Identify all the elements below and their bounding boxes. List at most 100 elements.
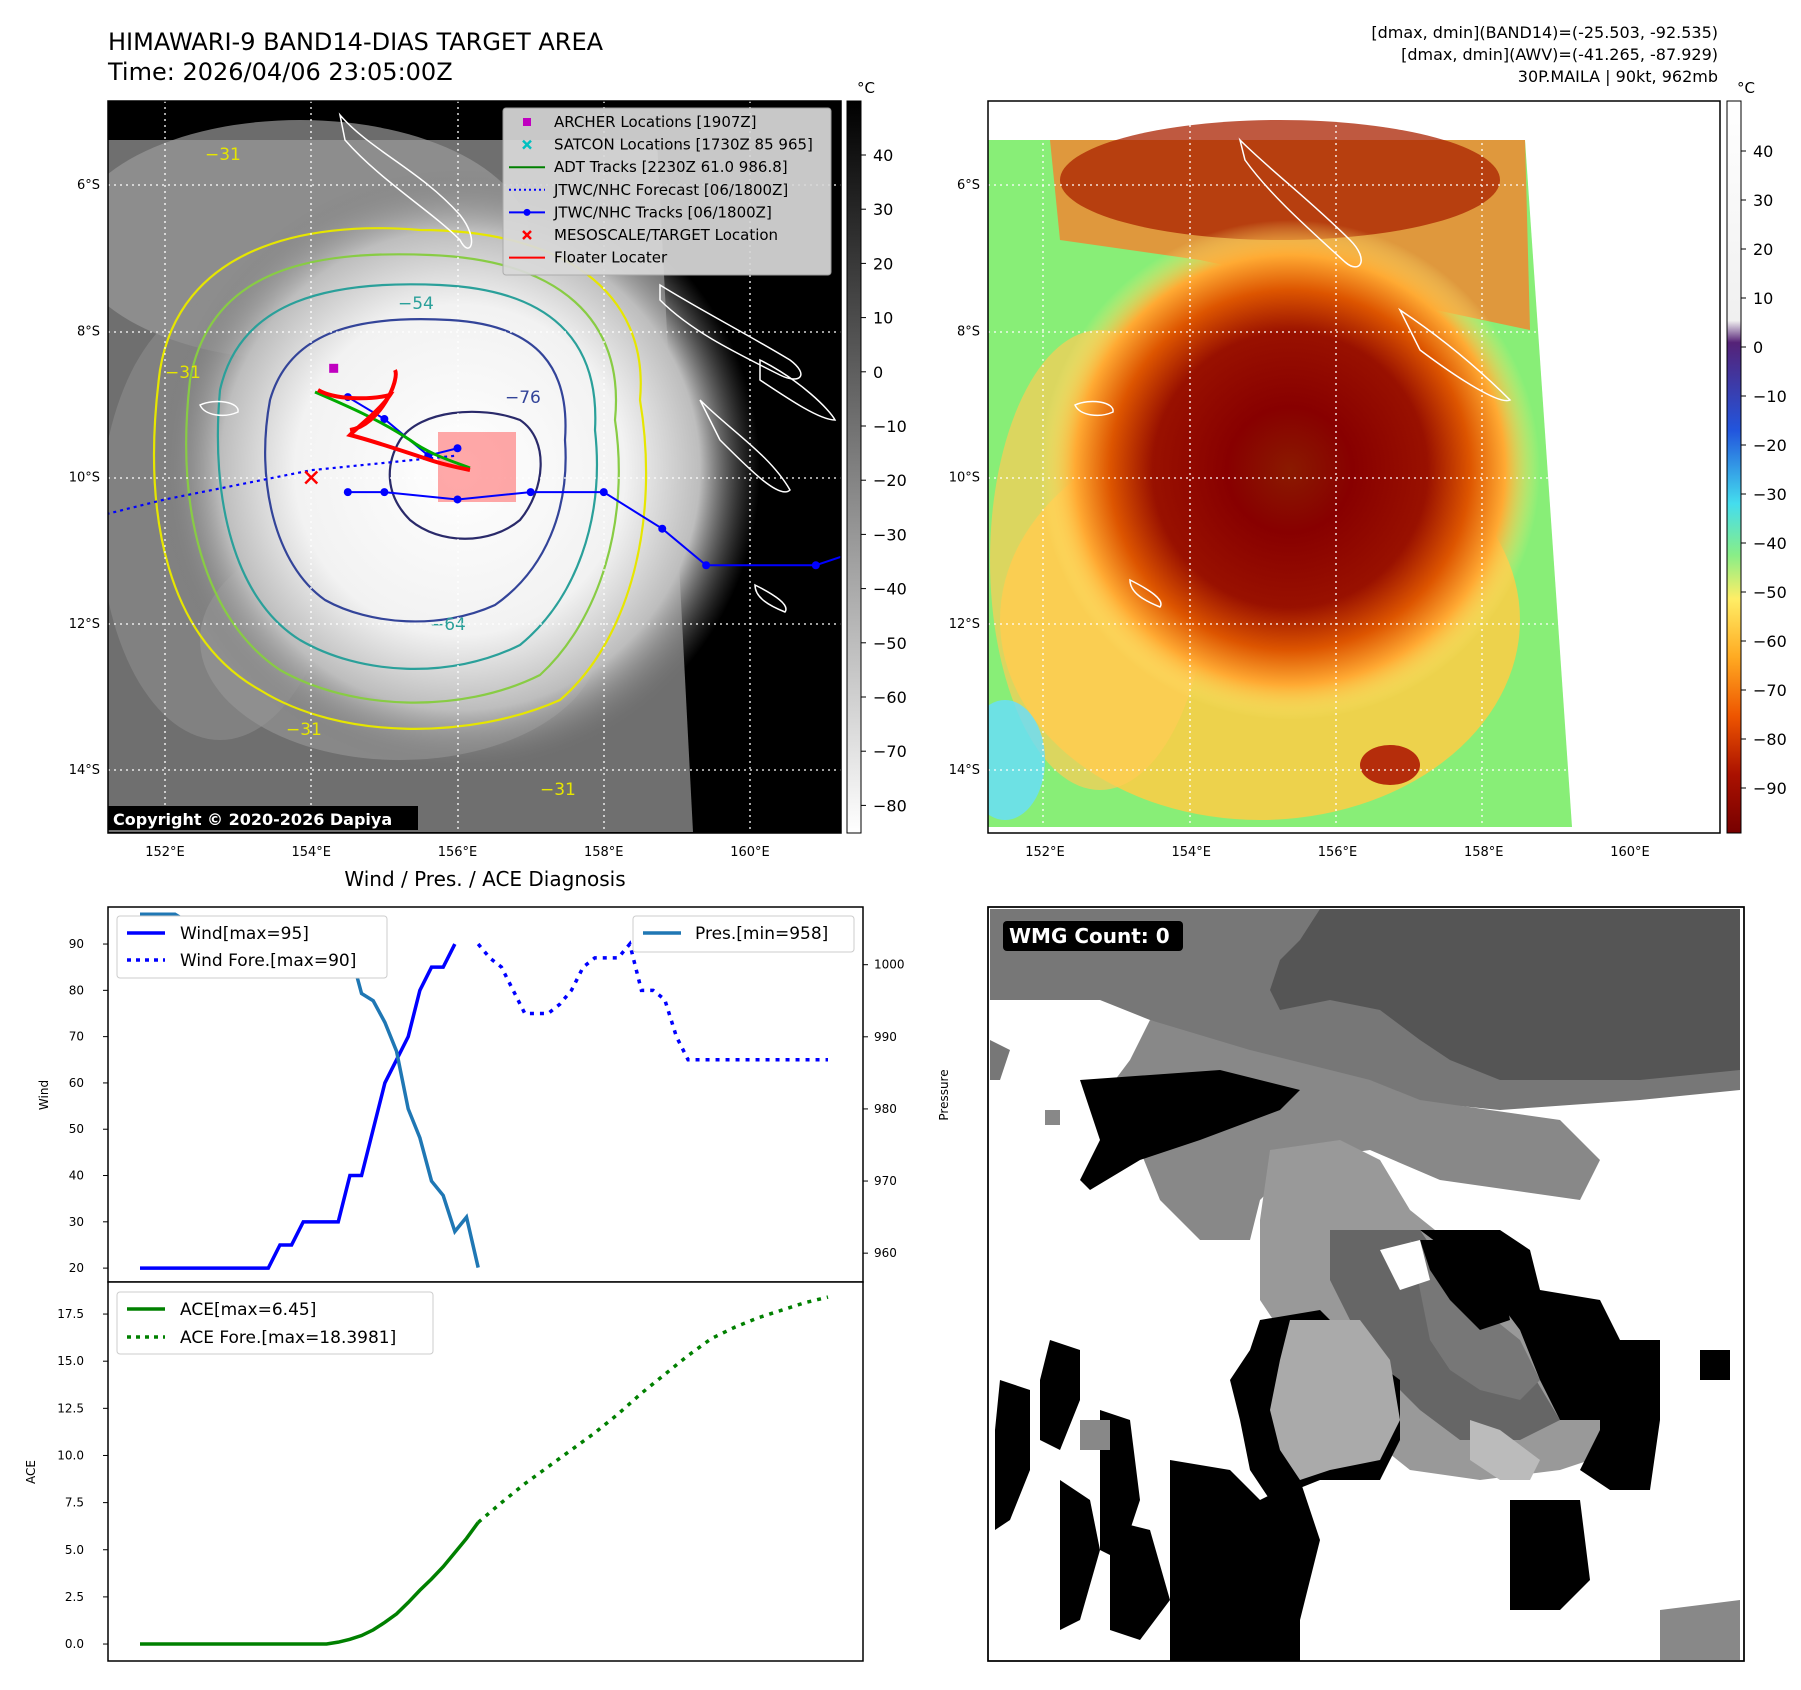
legend-entry: ADT Tracks [2230Z 61.0 986.8] bbox=[509, 158, 788, 176]
contour-label: −31 bbox=[540, 780, 576, 800]
jtwc-track-point bbox=[453, 444, 462, 453]
legend-ace: ACE[max=6.45] bbox=[180, 1300, 316, 1320]
lat-tick-label: 10°S bbox=[949, 471, 980, 486]
jtwc-track-point bbox=[380, 488, 389, 497]
colorbar-tick-label: 10 bbox=[873, 309, 893, 328]
wmg-cell bbox=[1080, 1070, 1300, 1190]
ace-tick-label: 17.5 bbox=[57, 1307, 84, 1321]
colorbar-tick-label: −60 bbox=[873, 688, 907, 707]
wmg-cell bbox=[1470, 1420, 1540, 1480]
colorbar-tick-label: 20 bbox=[873, 254, 893, 273]
archer-marker bbox=[329, 363, 339, 373]
legend-entry: JTWC/NHC Forecast [06/1800Z] bbox=[509, 181, 788, 199]
colorbar-tick-label: 40 bbox=[873, 146, 893, 165]
colorbar-tick-label: 0 bbox=[873, 363, 883, 382]
colorbar-color bbox=[1726, 100, 1742, 834]
wmg-cell bbox=[995, 1380, 1030, 1530]
wmg-cell bbox=[1045, 1110, 1060, 1125]
legend-wind-fore: Wind Fore.[max=90] bbox=[180, 951, 356, 971]
lon-tick-label: 160°E bbox=[730, 845, 770, 860]
lon-tick-label: 156°E bbox=[1318, 845, 1358, 860]
jtwc-track-point bbox=[658, 524, 667, 533]
jtwc-track-point bbox=[599, 488, 608, 497]
lat-tick-label: 10°S bbox=[69, 471, 100, 486]
series-line bbox=[476, 940, 828, 1062]
colorbar-tick-label: −80 bbox=[873, 796, 907, 815]
jtwc-track-point bbox=[702, 561, 711, 570]
lon-tick-label: 152°E bbox=[145, 845, 185, 860]
wmg-cell bbox=[1270, 1320, 1400, 1480]
series-line bbox=[140, 943, 457, 1270]
colorbar-tick-label: −90 bbox=[1753, 779, 1787, 798]
ace-tick-label: 0.0 bbox=[65, 1637, 84, 1651]
figure-title: HIMAWARI-9 BAND14-DIAS TARGET AREA bbox=[108, 28, 604, 56]
diagnosis-title: Wind / Pres. / ACE Diagnosis bbox=[344, 867, 625, 891]
wind-ylabel: Wind bbox=[37, 1080, 51, 1110]
wind-tick-label: 90 bbox=[69, 937, 84, 951]
legend-label: JTWC/NHC Tracks [06/1800Z] bbox=[553, 203, 772, 221]
wmg-panel: WMG Count: 0 bbox=[987, 906, 1745, 1662]
colorbar-unit-left: °C bbox=[857, 79, 875, 97]
wind-tick-label: 60 bbox=[69, 1076, 84, 1090]
wind-tick-label: 80 bbox=[69, 983, 84, 997]
colorbar-bw bbox=[846, 100, 862, 834]
lon-tick-label: 152°E bbox=[1025, 845, 1065, 860]
wmg-cell bbox=[1510, 1500, 1590, 1610]
legend-label: JTWC/NHC Forecast [06/1800Z] bbox=[553, 181, 788, 199]
colorbar-tick-label: −70 bbox=[1753, 681, 1787, 700]
ace-tick-label: 7.5 bbox=[65, 1496, 84, 1510]
pressure-tick-label: 970 bbox=[874, 1174, 897, 1188]
info-band14: [dmax, dmin](BAND14)=(-25.503, -92.535) bbox=[1371, 23, 1718, 42]
contour-label: −64 bbox=[430, 615, 466, 635]
lat-tick-label: 6°S bbox=[957, 178, 980, 193]
map-legend: ARCHER Locations [1907Z] SATCON Locations… bbox=[502, 107, 832, 276]
wmg-cell bbox=[1040, 1340, 1080, 1450]
jtwc-track-point bbox=[343, 488, 352, 497]
legend-label: ADT Tracks [2230Z 61.0 986.8] bbox=[554, 158, 788, 176]
colorbar-tick-label: −10 bbox=[873, 417, 907, 436]
jtwc-track-point bbox=[526, 488, 535, 497]
colorbar-tick-label: −20 bbox=[873, 471, 907, 490]
contour-label: −76 bbox=[505, 388, 541, 408]
legend-label: Floater Locater bbox=[554, 249, 668, 267]
contour-label: −54 bbox=[398, 294, 434, 314]
info-awv: [dmax, dmin](AWV)=(-41.265, -87.929) bbox=[1401, 45, 1718, 64]
series-line bbox=[477, 1295, 829, 1524]
legend-pressure: Pres.[min=958] bbox=[695, 924, 828, 944]
colorbar-tick-label: −30 bbox=[1753, 485, 1787, 504]
copyright-text: Copyright © 2020-2026 Dapiya bbox=[113, 810, 392, 829]
contour-label: −31 bbox=[205, 145, 241, 165]
colorbar-tick-label: −80 bbox=[1753, 730, 1787, 749]
temperature-contours bbox=[152, 227, 648, 730]
floater-locater-track bbox=[316, 369, 471, 472]
jtwc-track-point bbox=[380, 415, 389, 423]
legend-label: ARCHER Locations [1907Z] bbox=[554, 113, 757, 131]
legend-label: MESOSCALE/TARGET Location bbox=[554, 226, 778, 244]
pressure-legend: Pres.[min=958] bbox=[632, 915, 855, 953]
colorbar-tick-label: −50 bbox=[873, 634, 907, 653]
wmg-cell bbox=[1110, 1520, 1170, 1640]
colorbar-tick-label: −70 bbox=[873, 742, 907, 761]
ace-ylabel: ACE bbox=[24, 1460, 38, 1484]
lon-tick-label: 158°E bbox=[1464, 845, 1504, 860]
legend-entry: Floater Locater bbox=[509, 249, 668, 267]
wmg-cell bbox=[1420, 1230, 1620, 1420]
colorbar-tick-label: −10 bbox=[1753, 387, 1787, 406]
lat-tick-label: 14°S bbox=[69, 763, 100, 778]
colorbar-tick-label: 30 bbox=[873, 200, 893, 219]
colorbar-tick-label: 0 bbox=[1753, 338, 1763, 357]
lat-tick-label: 12°S bbox=[949, 617, 980, 632]
lat-tick-label: 6°S bbox=[77, 178, 100, 193]
wind-tick-label: 40 bbox=[69, 1169, 84, 1183]
wmg-cell bbox=[1270, 909, 1740, 1080]
wmg-cell bbox=[1060, 1480, 1100, 1630]
pressure-ylabel: Pressure bbox=[937, 1069, 951, 1120]
wind-tick-label: 30 bbox=[69, 1215, 84, 1229]
colorbar-tick-label: 10 bbox=[1753, 289, 1773, 308]
legend-wind: Wind[max=95] bbox=[180, 924, 309, 944]
lon-tick-label: 154°E bbox=[291, 845, 331, 860]
ace-tick-label: 15.0 bbox=[57, 1354, 84, 1368]
lon-tick-label: 158°E bbox=[584, 845, 624, 860]
pressure-tick-label: 980 bbox=[874, 1102, 897, 1116]
wmg-count-label: WMG Count: 0 bbox=[1009, 924, 1170, 948]
